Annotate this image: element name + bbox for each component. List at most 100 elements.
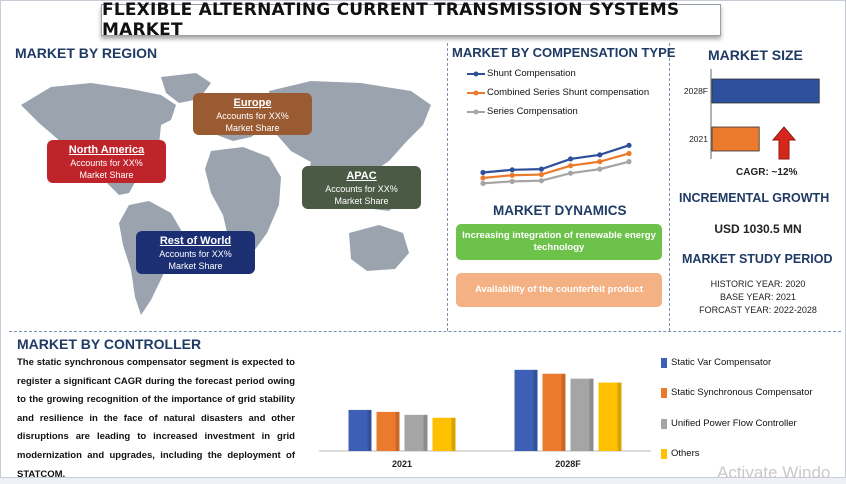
legend-label: Shunt Compensation <box>487 68 576 79</box>
bar-2021-0 <box>348 409 372 451</box>
legend-marker-icon <box>467 71 485 76</box>
legend-shunt: Shunt Compensation <box>467 68 576 79</box>
bar-shade <box>423 414 428 451</box>
legend-combined: Combined Series Shunt compensation <box>467 87 649 98</box>
region-name: North America <box>68 144 145 156</box>
legend-label: Static Synchronous Compensator <box>671 387 813 398</box>
legend-label: Others <box>671 448 700 459</box>
bar-2021-2 <box>404 414 428 451</box>
controller-legend-item: Others <box>661 448 700 459</box>
incremental-title: INCREMENTAL GROWTH <box>679 191 830 205</box>
divider-horizontal <box>9 331 841 332</box>
bar-2028F-1 <box>542 373 566 451</box>
data-point <box>597 159 603 165</box>
bar-shade <box>533 369 538 451</box>
region-share-line2: Market Share <box>334 196 389 206</box>
controller-legend-item: Static Var Compensator <box>661 357 771 368</box>
legend-label: Combined Series Shunt compensation <box>487 87 650 98</box>
up-arrow-icon <box>772 126 796 160</box>
tick-label: 2028F <box>684 86 708 96</box>
map-box-north-america: North America Accounts for XX% Market Sh… <box>47 140 166 183</box>
region-share-line2: Market Share <box>79 170 134 180</box>
data-point <box>597 152 603 158</box>
bar-shade <box>617 382 622 451</box>
cagr-label: CAGR: ~12% <box>736 167 798 178</box>
market-size-chart: 2028F 2021 <box>684 69 820 159</box>
series-line-0 <box>482 144 630 174</box>
controller-legend-item: Static Synchronous Compensator <box>661 387 813 398</box>
data-point <box>480 175 486 181</box>
bar-shade <box>367 409 372 451</box>
data-point <box>626 142 632 148</box>
bar-shade <box>561 373 566 451</box>
australia-shape <box>349 225 409 271</box>
dynamics-title: MARKET DYNAMICS <box>493 203 627 218</box>
controller-description: The static synchronous compensator segme… <box>17 357 295 480</box>
tick-label: 2028F <box>555 459 581 469</box>
region-share-line1: Accounts for XX% <box>216 111 289 121</box>
data-point <box>509 172 515 178</box>
series-line-1 <box>482 152 630 180</box>
size-title: MARKET SIZE <box>708 47 803 63</box>
challenge-box: Availability of the counterfeit product <box>456 273 662 307</box>
legend-series: Series Compensation <box>467 106 578 117</box>
data-point <box>538 166 544 172</box>
data-point <box>626 150 632 157</box>
legend-label: Unified Power Flow Controller <box>671 418 797 429</box>
divider-left <box>447 43 448 331</box>
bar-2028F <box>711 78 820 104</box>
legend-marker-icon <box>467 109 485 114</box>
controller-bar-chart: 2021 2028F <box>319 369 651 469</box>
bar-2028F-2 <box>570 378 594 451</box>
title-banner: FLEXIBLE ALTERNATING CURRENT TRANSMISSIO… <box>101 0 721 40</box>
data-point <box>509 167 515 173</box>
map-box-europe: Europe Accounts for XX% Market Share <box>193 93 312 135</box>
bar-shade <box>451 417 456 451</box>
legend-swatch <box>661 418 667 429</box>
bar-shade <box>395 411 400 451</box>
data-point <box>626 159 632 165</box>
legend-swatch <box>661 357 667 368</box>
page-title: FLEXIBLE ALTERNATING CURRENT TRANSMISSIO… <box>102 0 680 40</box>
data-point <box>538 171 544 178</box>
data-point <box>538 178 544 184</box>
bar-2028F-0 <box>514 369 538 451</box>
data-point <box>597 166 603 172</box>
legend-label: Series Compensation <box>487 106 578 117</box>
study-historic: HISTORIC YEAR: 2020 <box>710 279 806 289</box>
region-title: MARKET BY REGION <box>15 45 158 61</box>
compensation-line-chart <box>480 142 632 186</box>
tick-label: 2021 <box>689 134 708 144</box>
bar-2021-1 <box>376 411 400 451</box>
driver-box: Increasing integration of renewable ener… <box>456 224 662 260</box>
region-share-line2: Market Share <box>168 261 223 271</box>
controller-title: MARKET BY CONTROLLER <box>17 336 202 352</box>
data-point <box>480 169 486 176</box>
watermark: Activate Windo <box>717 463 831 482</box>
controller-legend-item: Unified Power Flow Controller <box>661 418 797 429</box>
legend-swatch <box>661 387 667 398</box>
legend-swatch <box>661 448 667 459</box>
legend-marker-icon <box>467 90 485 95</box>
region-share-line2: Market Share <box>225 123 280 133</box>
study-forecast: FORCAST YEAR: 2022-2028 <box>699 305 817 315</box>
bar-2028F-3 <box>598 382 622 451</box>
incremental-value: USD 1030.5 MN <box>714 222 802 236</box>
africa-shape <box>205 147 281 261</box>
bar-2021-3 <box>432 417 456 451</box>
data-point <box>568 170 574 176</box>
data-point <box>509 178 515 184</box>
region-name: APAC <box>346 170 377 182</box>
data-point <box>568 156 574 162</box>
region-share-line1: Accounts for XX% <box>159 249 232 259</box>
data-point <box>480 180 486 186</box>
tick-label: 2021 <box>392 459 412 469</box>
map-box-rest-of-world: Rest of World Accounts for XX% Market Sh… <box>136 231 255 274</box>
data-point <box>568 163 574 169</box>
region-share-line1: Accounts for XX% <box>70 158 143 168</box>
bar-shade <box>589 378 594 451</box>
study-title: MARKET STUDY PERIOD <box>682 252 833 266</box>
bar-2021 <box>711 126 760 152</box>
legend-label: Static Var Compensator <box>671 357 772 368</box>
